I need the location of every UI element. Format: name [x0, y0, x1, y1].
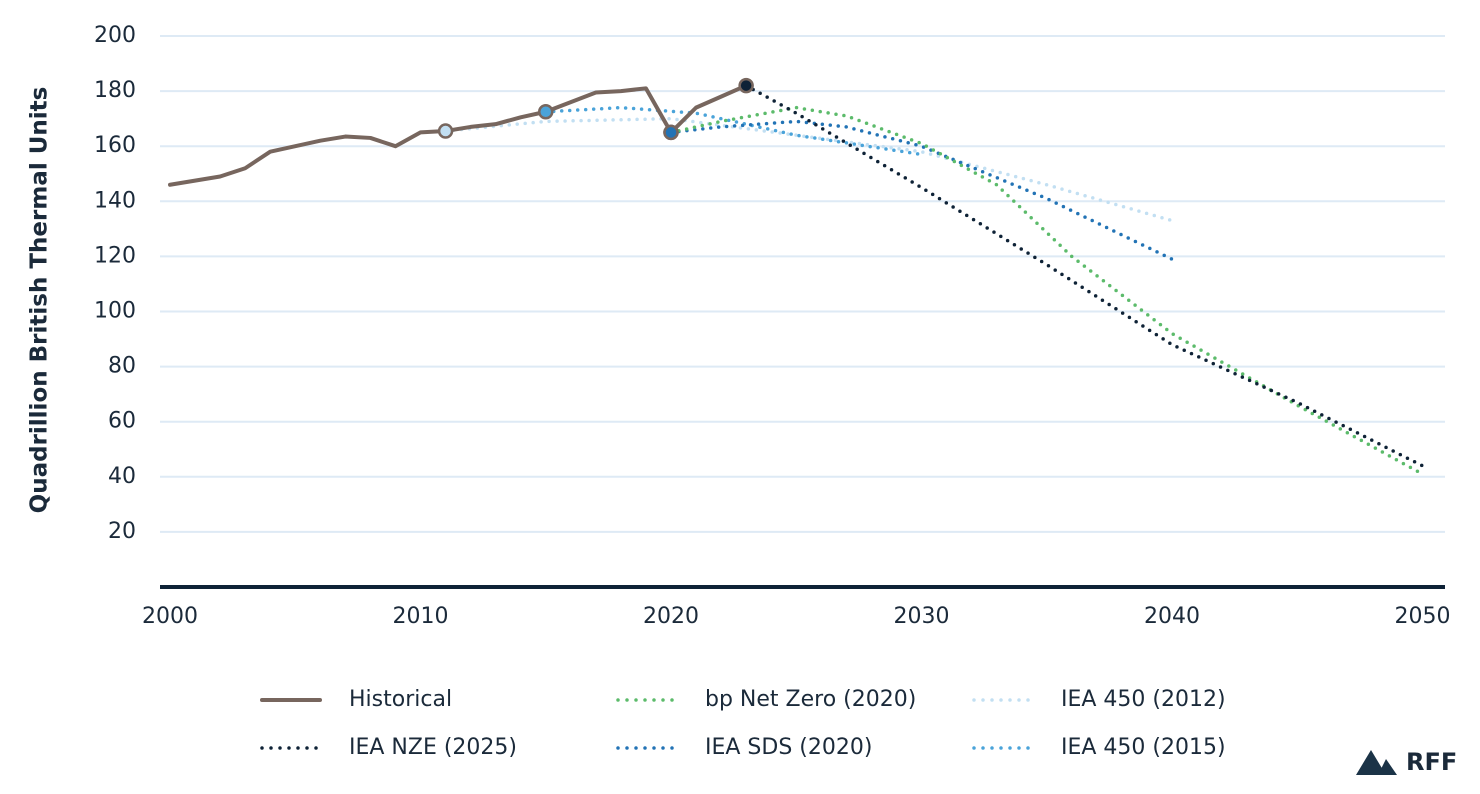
y-tick-label: 200: [94, 23, 136, 48]
x-tick-label: 2030: [893, 604, 949, 629]
x-tick-label: 2010: [393, 604, 449, 629]
legend-label: bp Net Zero (2020): [705, 687, 916, 712]
series-line: [544, 105, 924, 157]
y-tick-label: 160: [94, 133, 136, 158]
x-tick-label: 2050: [1394, 604, 1450, 629]
start-marker: [538, 104, 554, 120]
start-marker: [738, 77, 754, 94]
logo-text: RFF: [1406, 748, 1457, 776]
y-tick-label: 100: [94, 299, 136, 324]
y-axis-label: Quadrillion British Thermal Units: [27, 87, 53, 514]
series-line: [443, 116, 1174, 223]
y-tick-label: 20: [108, 519, 136, 544]
start-marker: [663, 124, 679, 141]
x-tick-label: 2000: [142, 604, 198, 629]
series-line: [744, 83, 1425, 468]
series-line: [669, 105, 1425, 476]
legend-label: Historical: [349, 687, 452, 712]
start-marker: [437, 123, 454, 139]
legend-label: IEA 450 (2015): [1061, 735, 1226, 760]
series-line: [669, 119, 1174, 261]
series-line: [168, 83, 749, 187]
y-tick-label: 180: [94, 78, 136, 103]
y-tick-label: 60: [108, 409, 136, 434]
y-tick-label: 120: [94, 243, 136, 268]
y-tick-label: 80: [108, 354, 136, 379]
legend-label: IEA SDS (2020): [705, 735, 872, 760]
y-tick-label: 40: [108, 464, 136, 489]
logo-icon: [1356, 750, 1397, 775]
legend-label: IEA NZE (2025): [349, 735, 517, 760]
legend-label: IEA 450 (2012): [1061, 687, 1226, 712]
x-tick-label: 2040: [1144, 604, 1200, 629]
x-tick-label: 2020: [643, 604, 699, 629]
y-tick-label: 140: [94, 188, 136, 213]
